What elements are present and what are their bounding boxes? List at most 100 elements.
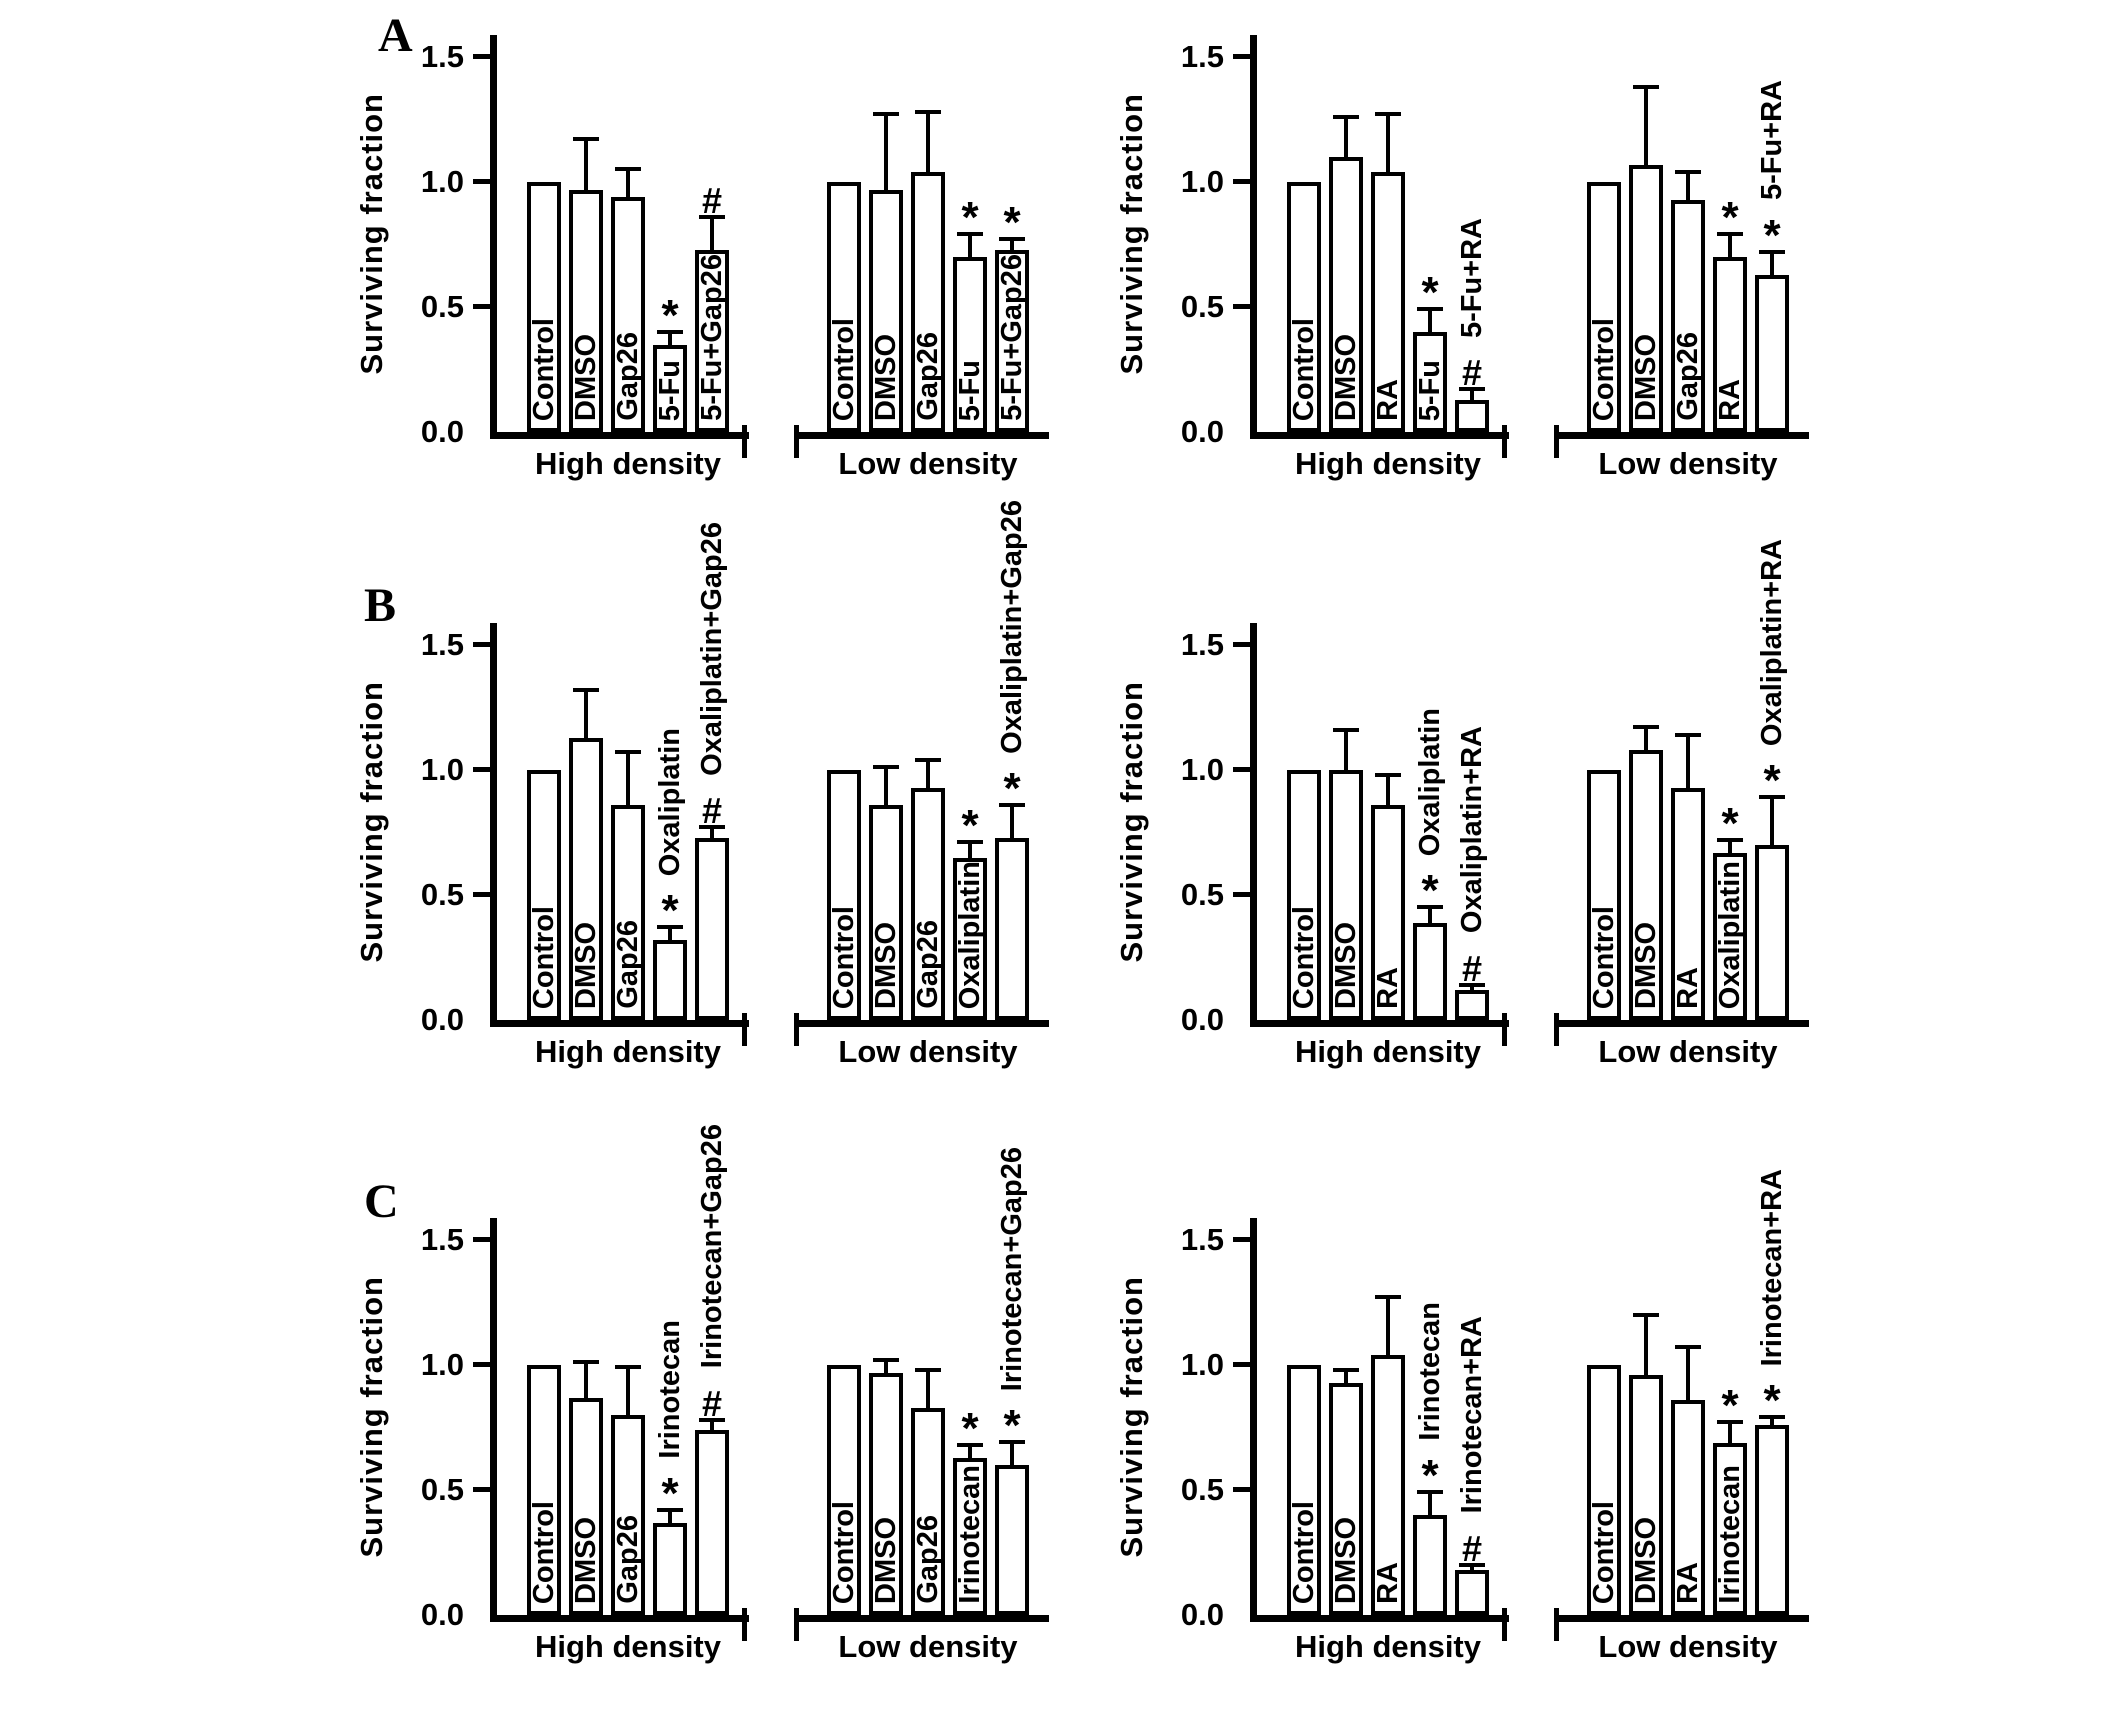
bar xyxy=(611,197,645,432)
y-tick-label: 0.0 xyxy=(420,1002,464,1037)
group-end-tick xyxy=(794,1013,799,1046)
bar xyxy=(995,249,1029,432)
bar xyxy=(1629,1375,1663,1615)
y-tick-label: 1.5 xyxy=(1180,627,1224,662)
error-bar xyxy=(1470,387,1474,400)
significance-marker: * xyxy=(1763,210,1781,260)
bar xyxy=(827,1365,861,1615)
error-bar xyxy=(710,825,714,838)
group-end-tick xyxy=(1554,1608,1559,1641)
bar-column: # Irinotecan+Gap26 xyxy=(695,1124,729,1615)
error-bar xyxy=(1010,237,1014,250)
group-label: Low density xyxy=(838,446,1018,481)
bar xyxy=(1671,1400,1705,1615)
error-bar-cap xyxy=(573,1360,599,1364)
bar xyxy=(827,770,861,1020)
bar xyxy=(1587,182,1621,432)
y-tick-label: 0.5 xyxy=(420,877,464,912)
y-tick-label: 0.0 xyxy=(1180,1597,1224,1632)
significance-marker: * xyxy=(1003,763,1021,813)
significance-marker: * xyxy=(661,886,679,935)
y-axis xyxy=(1250,623,1257,1020)
bar xyxy=(1629,164,1663,432)
group-end-tick xyxy=(742,425,747,458)
bar-column: * 5-Fu xyxy=(653,35,687,432)
significance-marker: # xyxy=(701,1382,723,1424)
group-label: Low density xyxy=(838,1629,1018,1664)
bar xyxy=(827,182,861,432)
error-bar xyxy=(1344,114,1348,157)
error-bar xyxy=(668,1507,672,1523)
significance-marker: * xyxy=(1721,193,1739,242)
error-bar xyxy=(884,1357,888,1373)
bar-label: Control xyxy=(1588,318,1620,426)
y-tick xyxy=(1233,1237,1250,1242)
bar-column: Gap26 xyxy=(1671,35,1705,432)
bar-label: Oxaliplatin xyxy=(954,861,986,1014)
significance-marker: * xyxy=(1763,756,1781,805)
bar-label: DMSO xyxy=(1330,334,1362,426)
bar xyxy=(1413,332,1447,432)
y-axis-title: Surviving fraction xyxy=(1114,35,1150,432)
bar-label: 5-Fu+RA xyxy=(1756,80,1788,205)
plot-area: 0.0 0.5 1.0 1.5 Control DMSO RA * Irinotecan # Iri… xyxy=(1181,1169,1820,1664)
x-baseline xyxy=(794,1615,1049,1622)
bar xyxy=(869,805,903,1020)
error-bar xyxy=(1728,232,1732,257)
panel-letter-c: C xyxy=(364,1175,399,1228)
bar xyxy=(653,344,687,432)
bar xyxy=(911,1407,945,1615)
bar-column: Control xyxy=(827,1218,861,1615)
bar-group: Control DMSO RA * Oxaliplatin * Oxaliplatin+RA xyxy=(1587,539,1789,1020)
y-axis xyxy=(1250,1218,1257,1615)
bar xyxy=(1287,1365,1321,1615)
bar xyxy=(995,1465,1029,1615)
error-bar xyxy=(710,214,714,250)
bar-column: Gap26 xyxy=(611,35,645,432)
y-tick-label: 1.0 xyxy=(1180,752,1224,787)
bar-label: Oxaliplatin xyxy=(1414,708,1446,861)
error-bar-cap xyxy=(1417,905,1443,909)
group-label: High density xyxy=(534,446,721,481)
bar-label: Irinotecan xyxy=(1414,1302,1446,1446)
bar-label-text: Gap26 xyxy=(1672,332,1704,421)
bar-label-text: 5-Fu xyxy=(1414,359,1446,421)
bar-label-text: 5-Fu xyxy=(654,359,686,421)
bar-column: DMSO xyxy=(1329,1218,1363,1615)
bar-label: RA xyxy=(1372,379,1404,426)
y-tick-label: 0.5 xyxy=(1180,289,1224,324)
y-tick xyxy=(1233,1362,1250,1367)
error-bar-cap xyxy=(1333,114,1359,119)
error-bar-cap xyxy=(1417,307,1443,311)
bar-column: Gap26 xyxy=(911,623,945,1020)
bar-label-text: 5-Fu+RA xyxy=(1756,80,1788,201)
bar-column: Control xyxy=(527,35,561,432)
bar-label: Oxaliplatin xyxy=(1714,861,1746,1014)
group-label: High density xyxy=(534,1034,721,1069)
bar-column: DMSO xyxy=(1629,623,1663,1020)
chart-a-right: Surviving fraction 0.0 0.5 1.0 1.5 Control DMS… xyxy=(1100,35,1809,495)
y-tick-label: 0.5 xyxy=(420,1472,464,1507)
error-bar xyxy=(1686,732,1690,788)
bar-column: Control xyxy=(827,35,861,432)
plot-area: 0.0 0.5 1.0 1.5 Control DMSO RA * 5-Fu #5-Fu+RA Hi… xyxy=(1181,35,1820,481)
bar-column: Control xyxy=(1587,1218,1621,1615)
bar-column: * 5-Fu+Gap26 xyxy=(995,35,1029,432)
error-bar-cap xyxy=(573,137,599,141)
y-tick-label: 0.5 xyxy=(1180,877,1224,912)
bar-label-text: Control xyxy=(528,1500,560,1604)
bar xyxy=(1413,922,1447,1020)
error-bar xyxy=(1686,169,1690,200)
bar-label: Gap26 xyxy=(912,920,944,1014)
group-end-tick xyxy=(742,1608,747,1641)
group-label: High density xyxy=(1294,1629,1481,1664)
bar-group: Control DMSO Gap26 * Irinotecan * Irinotecan+G… xyxy=(827,1147,1029,1615)
group-label: Low density xyxy=(1598,1034,1778,1069)
bar-label: Control xyxy=(1288,1500,1320,1609)
bar xyxy=(527,1365,561,1615)
error-bar xyxy=(926,1367,930,1408)
bar-label-text: RA xyxy=(1672,1562,1704,1604)
bar-label-text: Control xyxy=(1288,1500,1320,1604)
bar xyxy=(1455,1570,1489,1615)
bar-label-text: Oxaliplatin+RA xyxy=(1756,538,1788,746)
